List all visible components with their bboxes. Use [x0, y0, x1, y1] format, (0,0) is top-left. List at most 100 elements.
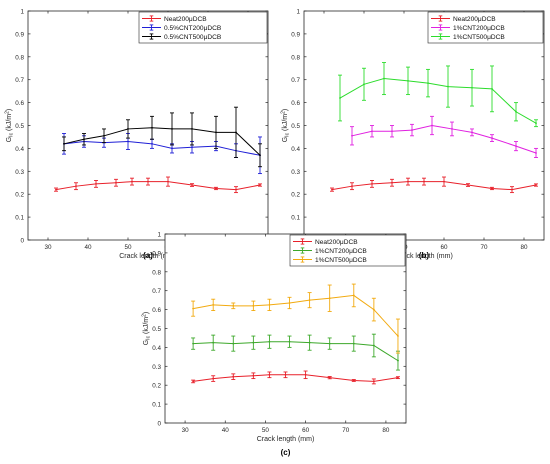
error-bar [190, 183, 194, 187]
data-point [407, 79, 409, 82]
error-bar [150, 115, 154, 140]
data-point [235, 131, 237, 134]
y-tick-label: 0 [20, 238, 24, 245]
data-point [371, 182, 373, 185]
data-point [328, 297, 331, 300]
y-tick-label: 0.7 [152, 288, 161, 295]
y-tick-label: 0.4 [15, 146, 24, 153]
plot-frame [27, 10, 269, 241]
y-tick-label: 0.5 [152, 326, 161, 333]
y-tick-label: 0.3 [291, 169, 300, 176]
y-tick-label: 0.8 [291, 54, 300, 61]
error-bar [514, 102, 518, 122]
y-axis-label: GIc (kJ/m2) [281, 109, 291, 143]
legend-label: Neat200μDCB [315, 239, 358, 246]
y-tick-label: 0.8 [152, 269, 161, 276]
legend-item: 1%CNT200μDCB [293, 247, 367, 255]
data-point [308, 341, 311, 344]
data-point [191, 128, 193, 130]
series-3 [191, 283, 400, 354]
y-tick-label: 0.6 [291, 100, 300, 107]
data-point [192, 342, 195, 345]
panel-caption: (b) [419, 251, 430, 260]
data-point [215, 131, 217, 134]
data-point [288, 302, 291, 304]
error-bar [231, 373, 236, 380]
y-axis-label-part: (kJ/m [6, 114, 13, 133]
legend-label: Neat200μDCB [164, 16, 207, 23]
error-bar [234, 186, 238, 194]
data-point [535, 152, 537, 154]
error-bar [534, 119, 538, 128]
data-point [95, 182, 97, 185]
x-axis-label: Crack length (mm) [257, 436, 315, 443]
y-axis-label-part: Ic [285, 132, 291, 136]
error-bar [267, 334, 272, 349]
y-tick-label: 1 [157, 232, 161, 239]
error-bar [534, 147, 538, 159]
legend-item: 1%CNT500μDCB [293, 256, 367, 264]
error-bar [362, 67, 366, 101]
error-bar [450, 121, 454, 137]
error-bar [130, 177, 134, 186]
legend-label: Neat200μDCB [453, 16, 496, 23]
legend-item: Neat200μDCB [431, 15, 496, 23]
y-tick-label: 0.9 [15, 31, 24, 38]
data-point [304, 373, 307, 376]
error-bar [350, 182, 354, 191]
error-bar [351, 379, 356, 382]
error-bar [102, 128, 106, 144]
y-tick-label: 0.2 [152, 383, 161, 390]
legend-item: 0.5%CNT500μDCB [142, 33, 222, 41]
x-axis-label: Crack length (mm) [395, 253, 453, 260]
data-point [212, 303, 215, 306]
error-bar [191, 300, 196, 317]
data-point [372, 308, 375, 311]
x-tick-label: 70 [342, 427, 350, 434]
data-point [351, 185, 353, 188]
data-point [371, 130, 373, 133]
series-line [63, 127, 261, 156]
data-point [491, 137, 493, 139]
series-line [63, 141, 261, 156]
error-bar [267, 371, 272, 379]
data-point [151, 142, 153, 145]
error-bar [382, 62, 386, 96]
x-tick-label: 30 [182, 427, 190, 434]
data-point [515, 110, 517, 113]
data-point [103, 134, 105, 137]
error-bar [466, 183, 470, 187]
legend-label: 0.5%CNT500μDCB [164, 34, 222, 41]
panel-caption: (a) [143, 251, 153, 260]
data-point [351, 134, 353, 137]
data-point [232, 304, 235, 307]
error-bar [406, 66, 410, 96]
x-tick-label: 70 [480, 244, 488, 251]
error-bar [258, 183, 262, 187]
error-bar [371, 297, 376, 322]
data-point [252, 341, 255, 344]
y-axis-label-part: Ic [146, 335, 152, 339]
y-tick-label: 0.5 [291, 123, 300, 130]
error-bar [350, 126, 354, 146]
legend: Neat200μDCB 1%CNT200μDCB 1%CNT500μDCB [427, 11, 544, 44]
data-point [192, 380, 195, 383]
error-bar [251, 335, 256, 350]
error-bar [490, 134, 494, 142]
y-tick-label: 0.5 [15, 123, 24, 130]
legend: Neat200μDCB 0.5%CNT200μDCB 0.5%CNT500μDCB [138, 11, 268, 44]
y-tick-label: 0.1 [291, 215, 300, 222]
error-bar [327, 337, 332, 350]
error-bar [370, 180, 374, 188]
y-tick-label: 1 [20, 9, 24, 16]
data-point [491, 87, 493, 90]
data-point [147, 180, 149, 183]
chart-panel-1: 00.10.20.30.40.50.60.70.80.9130405060708… [5, 9, 269, 260]
error-bar [82, 133, 86, 146]
data-point [259, 154, 261, 157]
data-point [471, 131, 473, 134]
data-point [535, 122, 537, 125]
y-axis-label-part: (kJ/m [282, 114, 289, 133]
x-tick-label: 40 [222, 427, 230, 434]
data-point [328, 342, 331, 345]
